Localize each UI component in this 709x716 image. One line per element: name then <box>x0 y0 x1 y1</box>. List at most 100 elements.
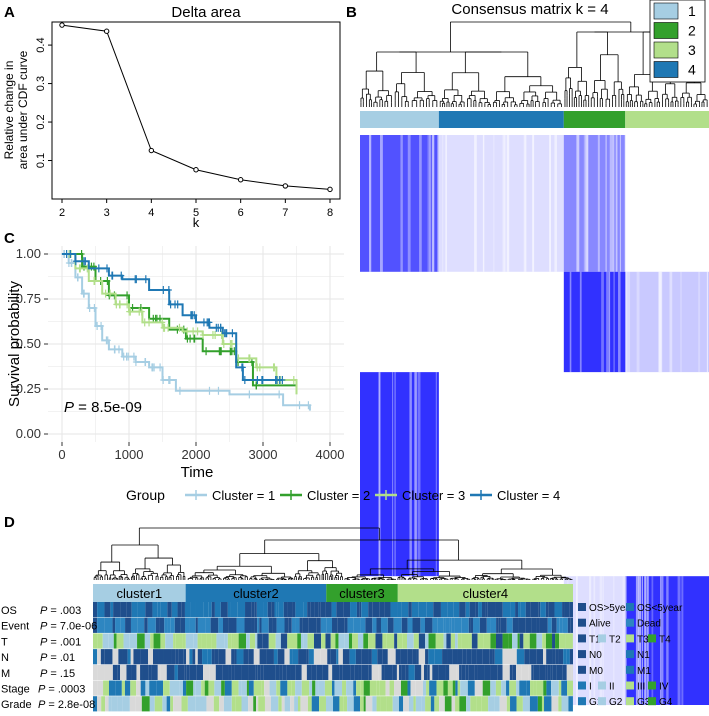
clinical-track-cell <box>338 649 343 665</box>
clinical-track-cell <box>352 633 358 649</box>
clinical-track-cell <box>115 680 122 696</box>
clinical-track-cell <box>348 633 353 649</box>
clinical-track-cell <box>569 649 573 665</box>
clinical-track-cell <box>394 680 401 696</box>
delta-area-point <box>103 28 110 34</box>
clinical-track-cell <box>500 617 507 633</box>
clinical-track-cell <box>251 602 255 618</box>
consensus-texture <box>593 576 596 705</box>
consensus-texture <box>579 271 582 373</box>
clinical-track-cell <box>292 602 296 618</box>
clinical-track-cell <box>251 617 255 633</box>
clinical-track-cell <box>211 649 215 665</box>
clinical-legend-label: G4 <box>659 697 673 708</box>
clinical-track-cell <box>365 696 373 712</box>
consensus-texture <box>597 135 600 272</box>
clinical-legend: OS>5year OS<5year Alive Dead T1 T2 T3 T4 N0 N1 M0 M… <box>578 603 683 708</box>
clinical-track-cell <box>167 602 172 618</box>
clinical-track-cell <box>423 664 428 680</box>
clinical-track-cell <box>347 696 354 712</box>
clinical-track-pvalue: P = .001 <box>40 636 81 648</box>
clinical-track-name: Event <box>1 621 29 633</box>
clinical-track-cell <box>270 696 279 712</box>
clinical-track-cell <box>160 602 168 618</box>
clinical-track-cell <box>238 633 247 649</box>
clinical-track-cell <box>328 664 333 680</box>
clinical-track-cell <box>447 649 453 665</box>
clinical-track-cell <box>484 664 491 680</box>
clinical-track-cell <box>299 617 303 633</box>
consensus-dendrogram <box>360 21 708 107</box>
clinical-track-cell <box>136 680 141 696</box>
clinical-track-cell <box>399 617 402 633</box>
clinical-track-cell <box>241 664 249 680</box>
consensus-texture <box>532 135 535 272</box>
clinical-track-cell <box>267 602 272 618</box>
clinical-legend-label: OS>5year <box>589 603 635 614</box>
consensus-legend-swatch <box>653 2 679 20</box>
clinical-track-cell <box>271 602 275 618</box>
clinical-track-cell <box>455 680 458 696</box>
clinical-track-cell <box>556 664 563 680</box>
clinical-track-cell <box>566 649 570 665</box>
clinical-track-cell <box>476 696 482 712</box>
clinical-track-cell <box>173 696 177 712</box>
clinical-track-cell <box>246 680 249 696</box>
clinical-legend-swatch <box>626 697 634 706</box>
clinical-track-cell <box>396 664 399 680</box>
clinical-track-cell <box>275 633 281 649</box>
clinical-track-cell <box>142 664 149 680</box>
clinical-track-cell <box>540 602 546 618</box>
clinical-track-cell <box>129 633 138 649</box>
clinical-track-cell <box>231 633 234 649</box>
clinical-track-cell <box>425 649 429 665</box>
consensus-texture <box>576 576 578 705</box>
clinical-track-cell <box>129 696 136 712</box>
clinical-track-cell <box>287 602 293 618</box>
clinical-track-cell <box>422 680 427 696</box>
delta-area-xtick-label: 3 <box>104 207 110 219</box>
clinical-track-cell <box>141 696 150 712</box>
delta-area-xtick-label: 8 <box>327 207 333 219</box>
clinical-track-cell <box>159 617 165 633</box>
clinical-track-cell <box>559 617 563 633</box>
clinical-track-cell <box>385 680 390 696</box>
clinical-track-cell <box>234 649 237 665</box>
clinical-legend-swatch <box>626 618 634 627</box>
clinical-track-cell <box>208 680 212 696</box>
survival-grid <box>48 246 344 442</box>
clinical-track-cell <box>482 680 491 696</box>
clinical-track-cell <box>551 680 559 696</box>
clinical-track-cell <box>425 617 433 633</box>
clinical-track-cell <box>421 696 426 712</box>
clinical-track-cell <box>498 617 501 633</box>
clinical-track-cell <box>218 617 221 633</box>
survival-chart: 0 1000 2000 3000 4000 0.00 0.25 0.50 0.75 1.00 Ti… <box>6 246 560 503</box>
clinical-track-cell <box>457 649 463 665</box>
clinical-track-cell <box>197 617 206 633</box>
clinical-track-cell <box>108 680 116 696</box>
clinical-track-cell <box>110 602 114 618</box>
clinical-track-cell <box>93 602 98 618</box>
clinical-track-cell <box>435 633 444 649</box>
clinical-track-cell <box>392 696 399 712</box>
clinical-track-cell <box>562 602 565 618</box>
clinical-legend-label: N0 <box>589 650 602 661</box>
clinical-track-cell <box>120 602 127 618</box>
clinical-track-cell <box>476 649 483 665</box>
clinical-track-cell <box>276 680 281 696</box>
clinical-track-cell <box>468 617 471 633</box>
clinical-track-cell <box>393 617 400 633</box>
consensus-legend-swatch <box>653 41 679 59</box>
consensus-matrix-chart: Consensus matrix k = 4 1 2 3 4 <box>360 0 709 705</box>
clinical-track-cell <box>140 649 149 665</box>
clinical-track-cell <box>301 680 310 696</box>
clinical-track-cell <box>372 617 377 633</box>
consensus-title: Consensus matrix k = 4 <box>451 1 608 18</box>
clinical-track-cell <box>516 649 525 665</box>
clinical-track-cell <box>263 602 268 618</box>
consensus-texture <box>626 271 628 373</box>
clinical-track-cell <box>152 602 158 618</box>
clinical-track-cell <box>295 617 300 633</box>
clinical-track-cell <box>506 680 510 696</box>
